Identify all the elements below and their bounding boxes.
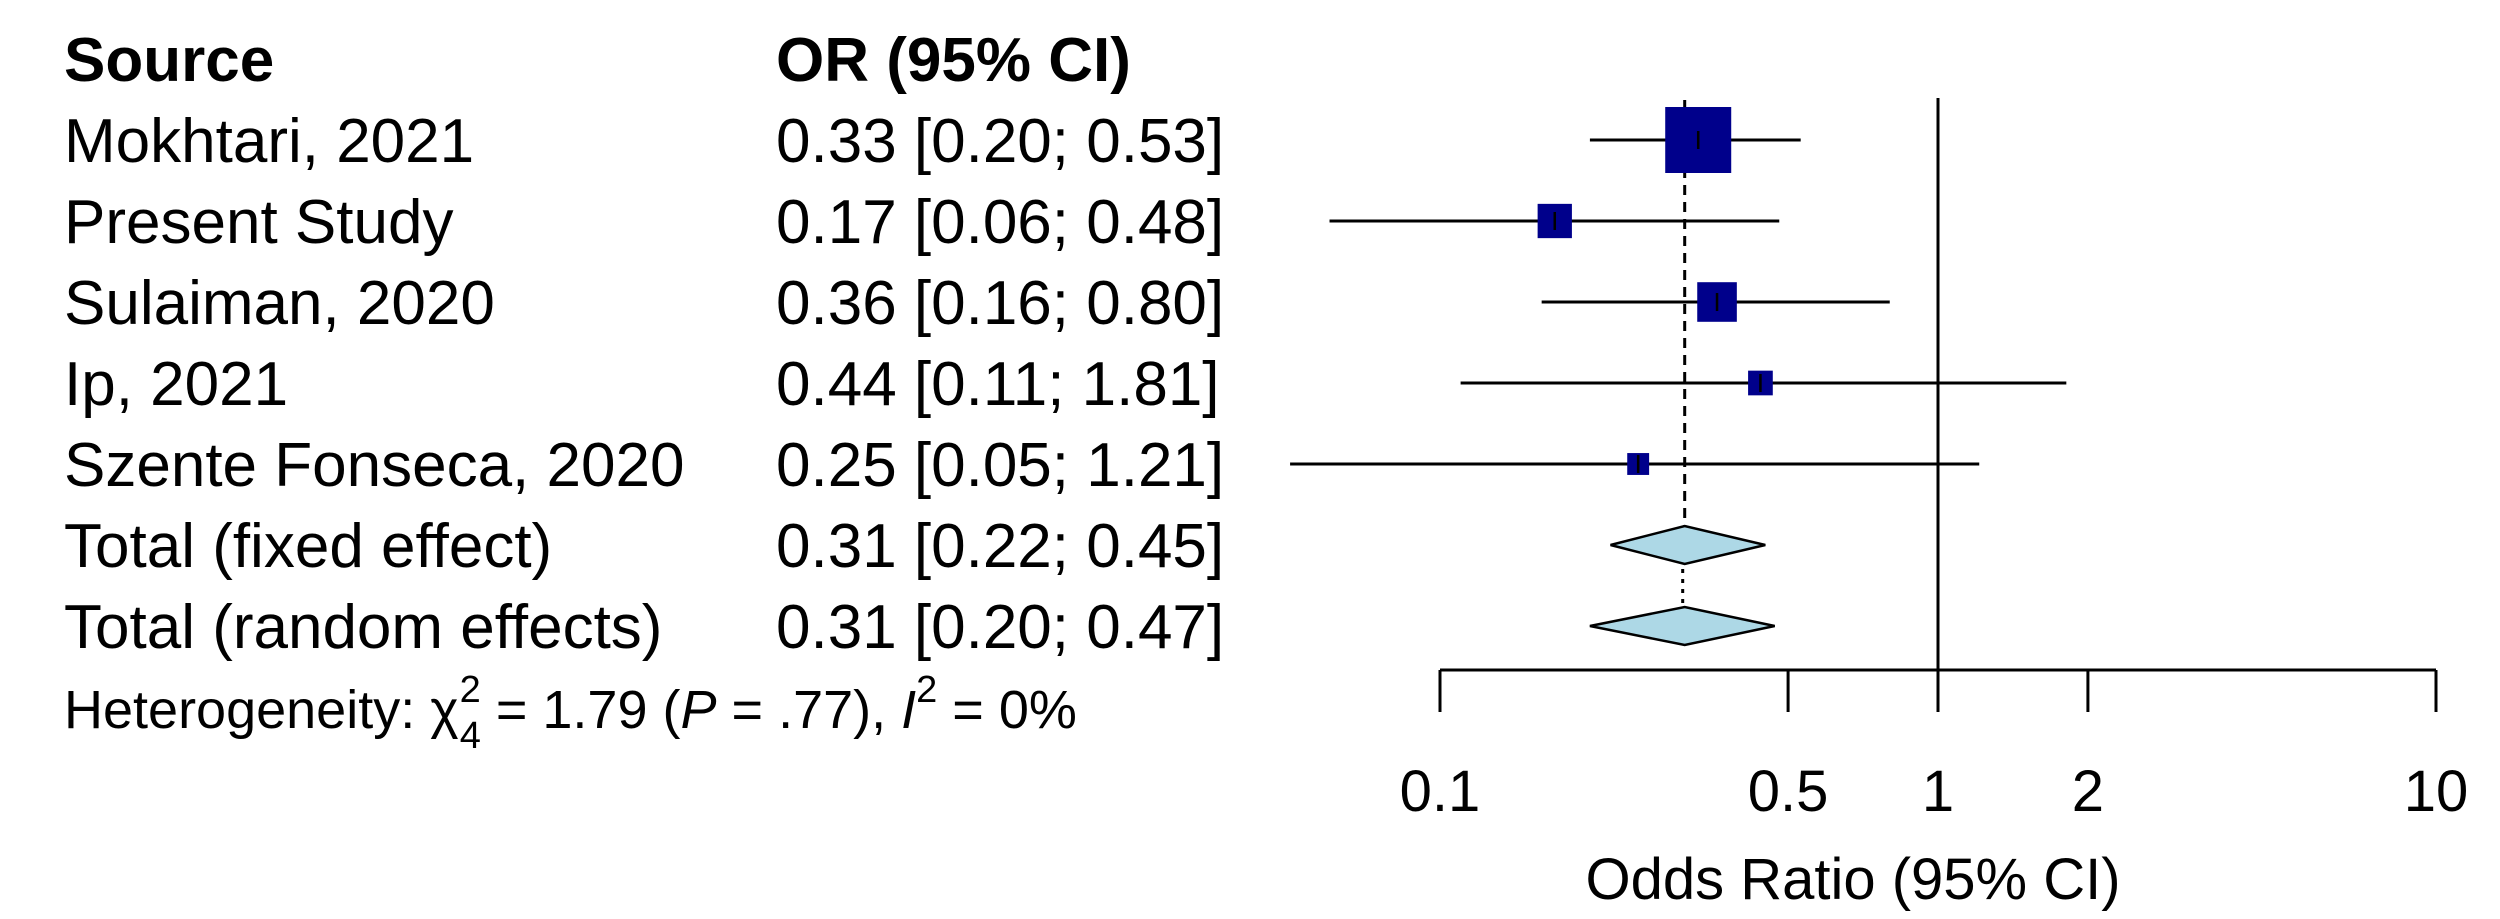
header-source: Source bbox=[64, 26, 274, 95]
chi-symbol: χ bbox=[430, 680, 458, 740]
study-source: Mokhtari, 2021 bbox=[64, 107, 474, 176]
x-tick-label: 0.1 bbox=[1400, 759, 1481, 824]
study-source: Sulaiman, 2020 bbox=[64, 269, 495, 338]
summary-diamond bbox=[1610, 524, 1766, 566]
study-source: Ip, 2021 bbox=[64, 350, 288, 419]
study-estimate: 0.33 [0.20; 0.53] bbox=[776, 107, 1224, 176]
study-estimate: 0.44 [0.11; 1.81] bbox=[776, 350, 1220, 419]
x-axis-title: Odds Ratio (95% CI) bbox=[1585, 847, 2120, 912]
summary-source: Total (random effects) bbox=[64, 593, 662, 662]
study-estimate: 0.25 [0.05; 1.21] bbox=[776, 431, 1224, 500]
summary-estimate: 0.31 [0.22; 0.45] bbox=[776, 512, 1224, 581]
study-estimate: 0.36 [0.16; 0.80] bbox=[776, 269, 1224, 338]
plot-area bbox=[1290, 98, 2438, 712]
summary-source: Total (fixed effect) bbox=[64, 512, 552, 581]
x-tick-label: 10 bbox=[2404, 759, 2469, 824]
study-estimate: 0.17 [0.06; 0.48] bbox=[776, 188, 1224, 257]
study-source: Present Study bbox=[64, 188, 453, 257]
header-estimate: OR (95% CI) bbox=[776, 26, 1131, 95]
summary-estimate: 0.31 [0.20; 0.47] bbox=[776, 593, 1224, 662]
summary-diamond bbox=[1589, 605, 1775, 647]
x-tick-label: 0.5 bbox=[1748, 759, 1829, 824]
study-source: Szente Fonseca, 2020 bbox=[64, 431, 684, 500]
heterogeneity-text: Heterogeneity: χ2 4 = 1.79 (P = .77), I2 … bbox=[64, 669, 1077, 757]
x-tick-label: 2 bbox=[2072, 759, 2104, 824]
x-tick-label: 1 bbox=[1922, 759, 1954, 824]
